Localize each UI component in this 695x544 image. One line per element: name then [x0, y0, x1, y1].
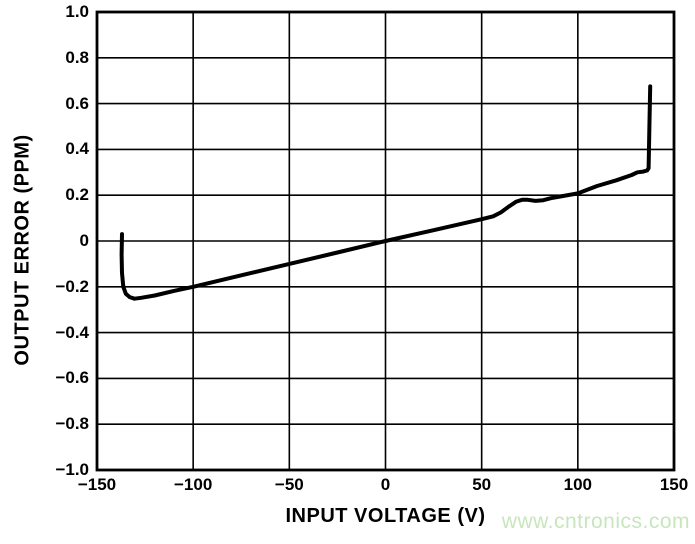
x-tick-label: 0	[380, 475, 391, 494]
plot-border	[95, 10, 676, 472]
y-tick-label: 0.6	[65, 93, 89, 113]
x-tick-label: −150	[77, 475, 117, 494]
y-tick-label: 0	[79, 231, 89, 250]
y-tick-label: −0.2	[55, 276, 89, 296]
x-tick-label: 50	[472, 475, 492, 494]
x-tick-label: −50	[274, 475, 304, 494]
y-tick-label: −0.4	[55, 322, 89, 342]
y-tick-label: −0.6	[55, 368, 89, 388]
x-tick-label: −100	[174, 475, 213, 494]
x-tick-label: 150	[659, 475, 689, 494]
y-tick-label: 1.0	[65, 2, 89, 21]
x-axis-title: INPUT VOLTAGE (V)	[285, 505, 486, 527]
y-tick-label: 0.2	[65, 185, 89, 205]
y-axis-title: OUTPUT ERROR (PPM)	[11, 134, 34, 366]
watermark: www.cntronics.com	[501, 510, 690, 533]
x-tick-label: 100	[563, 475, 593, 494]
y-tick-label: −0.8	[55, 414, 89, 434]
y-tick-label: 0.8	[65, 47, 89, 67]
y-tick-label: 0.4	[65, 139, 89, 159]
y-tick-label: −1.0	[55, 460, 89, 479]
output-error-curve	[119, 84, 653, 301]
